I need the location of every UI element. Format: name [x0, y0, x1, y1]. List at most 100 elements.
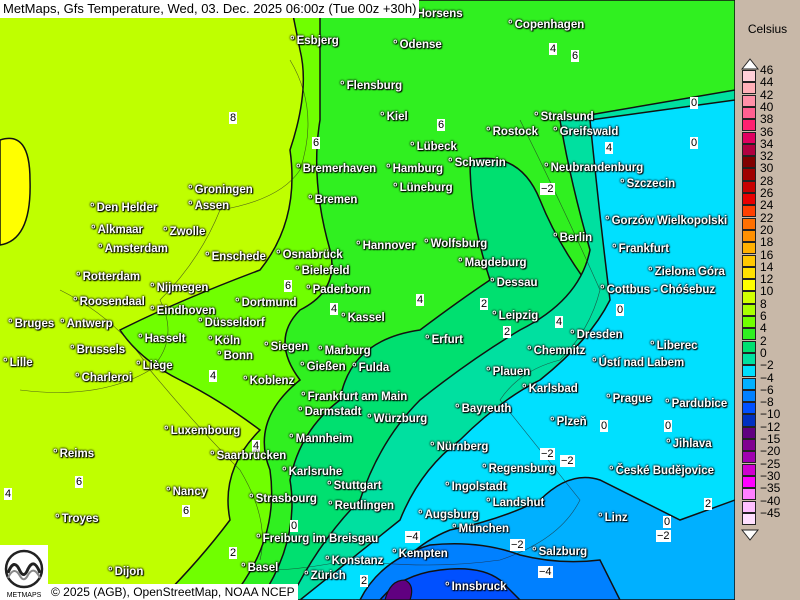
city-label: Frankfurt [612, 243, 669, 256]
city-label: Bonn [217, 350, 253, 363]
legend-swatch [742, 193, 756, 206]
city-label: Rostock [486, 126, 538, 139]
contour-label: −2 [540, 183, 555, 195]
city-label: Liberec [650, 340, 698, 353]
city-label: Ústí nad Labem [592, 357, 685, 370]
zone-10 [0, 137, 31, 246]
city-label: Karlsbad [522, 383, 578, 396]
city-label: Kassel [341, 312, 385, 325]
legend-swatch [742, 365, 756, 378]
city-label: München [452, 523, 509, 536]
legend-swatch [742, 328, 756, 341]
legend-swatch [742, 229, 756, 243]
city-label: Alkmaar [91, 224, 143, 237]
city-label: Lüneburg [393, 182, 453, 195]
legend-swatch [742, 180, 756, 193]
city-label: Copenhagen [508, 19, 585, 32]
legend-swatch [742, 512, 756, 525]
city-label: Odense [393, 39, 442, 52]
city-label: Stuttgart [327, 480, 382, 493]
contour-label: 2 [229, 547, 238, 559]
city-label: Nürnberg [430, 441, 489, 454]
city-label: Innsbruck [445, 581, 507, 594]
city-label: Reims [53, 448, 95, 461]
contour-label: 0 [616, 304, 625, 316]
city-label: Fulda [352, 362, 390, 375]
contour-label: 2 [503, 326, 512, 338]
legend-tick-label: 18 [760, 235, 774, 250]
legend-swatch [742, 303, 756, 316]
legend-max-arrow-icon [741, 58, 759, 70]
legend-tick-label: 42 [760, 87, 774, 102]
legend-tick-label: 34 [760, 136, 774, 151]
legend-swatch [742, 451, 756, 464]
legend-swatch [742, 500, 756, 513]
legend-swatch [742, 106, 756, 120]
legend-swatch [742, 340, 756, 353]
legend-tick-label: −2 [760, 358, 774, 373]
contour-label: 4 [209, 370, 218, 382]
city-label: Augsburg [418, 509, 479, 522]
city-label: Pardubice [665, 398, 728, 411]
city-label: Zwolle [163, 226, 206, 239]
city-label: Dresden [570, 329, 623, 342]
city-label: Groningen [188, 184, 253, 197]
city-label: Karlsruhe [282, 466, 343, 479]
city-label: Mannheim [289, 433, 353, 446]
contour-label: −4 [538, 566, 553, 578]
city-label: Freiburg im Breisgau [256, 533, 379, 546]
svg-text:METMAPS: METMAPS [7, 592, 42, 599]
city-label: Zürich [304, 570, 346, 583]
legend-swatch [742, 426, 756, 439]
legend-min-arrow-icon [741, 529, 759, 541]
city-label: Strasbourg [249, 493, 317, 506]
temperature-map[interactable]: MetMaps, Gfs Temperature, Wed, 03. Dec. … [0, 0, 735, 600]
city-label: Bayreuth [455, 403, 512, 416]
legend-tick-label: −12 [760, 419, 781, 434]
zone-minus12 [384, 579, 413, 600]
legend-tick-label: 36 [760, 124, 774, 139]
legend-swatch [742, 414, 756, 427]
legend-tick-label: 44 [760, 75, 774, 90]
contour-label: 6 [182, 505, 191, 517]
city-label: Köln [208, 335, 241, 348]
copyright-text: © 2025 (AGB), OpenStreetMap, NOAA NCEP [48, 584, 298, 600]
contour-label: 6 [312, 137, 321, 149]
city-label: Jihlava [666, 438, 712, 451]
contour-label: 2 [360, 575, 369, 587]
city-label: Leipzig [492, 310, 539, 323]
legend-tick-label: 6 [760, 309, 767, 323]
legend-tick-label: 26 [760, 186, 774, 200]
city-label: Darmstadt [298, 406, 362, 419]
legend-tick-label: −6 [760, 382, 774, 397]
contour-label: −2 [540, 448, 555, 460]
legend-swatch [742, 488, 756, 501]
city-label: Erfurt [425, 334, 463, 347]
legend-tick-label: −45 [760, 505, 781, 520]
contour-label: 4 [549, 43, 558, 55]
legend-tick-label: 8 [760, 296, 767, 311]
city-label: Linz [598, 512, 628, 525]
contour-label: 4 [330, 303, 339, 315]
legend-swatch [742, 205, 756, 218]
city-label: Stralsund [534, 111, 594, 124]
city-label: Neubrandenburg [544, 162, 644, 175]
contour-label: −2 [510, 539, 525, 551]
city-label: Bremerhaven [296, 163, 377, 176]
city-label: Plzeň [550, 416, 587, 429]
city-label: Bruges [8, 318, 55, 331]
legend-unit: Celsius [747, 22, 788, 36]
legend-swatch [742, 168, 756, 181]
contour-label: 4 [555, 316, 564, 328]
legend-swatch [742, 389, 756, 402]
contour-label: −2 [656, 530, 671, 542]
city-label: Düsseldorf [198, 317, 265, 330]
city-label: Ingolstadt [445, 481, 507, 494]
contour-label: 2 [480, 298, 489, 310]
legend-tick-label: 22 [760, 210, 774, 225]
city-label: Landshut [486, 497, 545, 510]
city-label: Dessau [490, 277, 538, 290]
contour-label: 0 [600, 420, 609, 432]
color-legend: Celsius 46 44 42 40 38 36 34 32 30 28 26 24 22 20 18 16… [735, 0, 800, 600]
legend-swatch [742, 119, 756, 132]
